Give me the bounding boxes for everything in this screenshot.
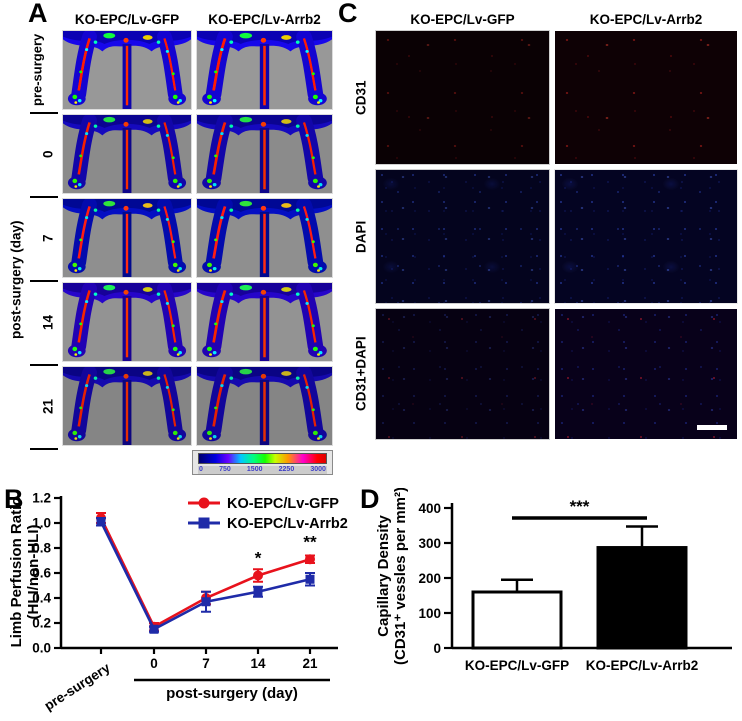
limb-perfusion-line-chart: 0.0 0.2 0.4 0.6 0.8 1.0 1.2 pre-surgery 0 7 14 21 po… bbox=[8, 491, 348, 714]
data-point bbox=[253, 570, 263, 581]
panel-a-row-label-day14: 14 bbox=[40, 314, 56, 330]
capillary-density-bar-chart: 0 100 200 300 400 Capillary Density (CD31⁺ ves… bbox=[375, 488, 732, 673]
if-image-cd31-arrb2 bbox=[554, 30, 738, 165]
scale-tick: 2250 bbox=[278, 465, 295, 473]
row-divider bbox=[30, 196, 58, 198]
y-tick-label: 1.0 bbox=[32, 516, 51, 531]
panel-c-row-label-cd31: CD31 bbox=[353, 80, 369, 115]
panel-a-row-label-day7: 7 bbox=[40, 234, 56, 242]
series-line bbox=[99, 521, 311, 632]
y-tick-label: 400 bbox=[418, 501, 441, 516]
legend-marker bbox=[198, 497, 210, 509]
data-point bbox=[305, 574, 315, 584]
if-image-cd31-gfp bbox=[375, 30, 550, 165]
y-tick-label: 200 bbox=[418, 571, 441, 586]
doppler-image-gfp-day21 bbox=[62, 366, 192, 446]
x-category-label: KO-EPC/Lv-GFP bbox=[465, 658, 569, 673]
panel-a-label: A bbox=[28, 0, 48, 28]
y-axis-title: Capillary Density bbox=[375, 514, 392, 636]
y-tick-label: 1.2 bbox=[32, 491, 51, 506]
panel-c-col2-header: KO-EPC/Lv-Arrb2 bbox=[589, 12, 703, 27]
if-image-dapi-gfp bbox=[375, 169, 550, 304]
legend-marker bbox=[198, 517, 210, 529]
y-tick-label: 0.8 bbox=[32, 541, 51, 556]
x-tick-label: 14 bbox=[250, 656, 266, 671]
row-divider bbox=[30, 112, 58, 114]
bar bbox=[596, 546, 688, 650]
panel-a-row-label-day21: 21 bbox=[40, 398, 56, 414]
significance-marker: ** bbox=[303, 532, 317, 551]
data-point bbox=[149, 624, 159, 634]
y-tick-label: 0.2 bbox=[32, 616, 51, 631]
doppler-image-arrb2-day21 bbox=[196, 366, 333, 446]
y-axis-title: Limb Perfusion Ratio bbox=[8, 497, 25, 648]
y-tick-label: 0.0 bbox=[32, 641, 51, 656]
legend-label: KO-EPC/Lv-GFP bbox=[227, 496, 339, 512]
x-tick-label: 0 bbox=[150, 656, 158, 671]
data-point bbox=[96, 517, 106, 527]
doppler-image-gfp-pre bbox=[62, 30, 192, 110]
doppler-image-arrb2-pre bbox=[196, 30, 333, 110]
legend-label: KO-EPC/Lv-Arrb2 bbox=[227, 516, 348, 532]
x-tick-label: pre-surgery bbox=[42, 660, 114, 714]
row-divider bbox=[30, 448, 58, 450]
significance-marker: * bbox=[255, 549, 262, 568]
y-tick-label: 300 bbox=[418, 536, 441, 551]
if-image-merge-gfp bbox=[375, 308, 550, 440]
y-tick-label: 0 bbox=[433, 641, 441, 656]
bar bbox=[471, 590, 563, 650]
y-tick-label: 0.4 bbox=[32, 591, 51, 606]
scale-tick: 0 bbox=[199, 465, 203, 473]
row-divider bbox=[30, 280, 58, 282]
data-point bbox=[253, 587, 263, 597]
doppler-image-gfp-day0 bbox=[62, 114, 192, 194]
x-category-label: KO-EPC/Lv-Arrb2 bbox=[586, 658, 699, 673]
x-axis-title: post-surgery (day) bbox=[166, 685, 298, 702]
scale-tick: 3000 bbox=[310, 465, 326, 473]
doppler-image-arrb2-day7 bbox=[196, 198, 333, 278]
y-axis-title: (CD31⁺ vessles per mm²) bbox=[392, 488, 409, 665]
panel-a-row-label-pre-surgery: pre-surgery bbox=[29, 33, 45, 107]
data-point bbox=[201, 597, 211, 607]
x-tick-label: 7 bbox=[202, 656, 210, 671]
y-axis-title: (HLI/non-HLI) bbox=[25, 525, 42, 620]
doppler-image-gfp-day14 bbox=[62, 282, 192, 362]
if-image-merge-arrb2 bbox=[554, 308, 738, 440]
significance-marker: *** bbox=[570, 497, 590, 516]
panel-b-label: B bbox=[4, 484, 24, 514]
y-tick-label: 0.6 bbox=[32, 566, 51, 581]
color-scale-bar: 0 750 1500 2250 3000 bbox=[192, 450, 333, 475]
panel-c-row-label-cd31-dapi: CD31+DAPI bbox=[353, 336, 369, 412]
color-scale-gradient bbox=[198, 453, 327, 464]
panel-a-col2-header: KO-EPC/Lv-Arrb2 bbox=[208, 12, 321, 27]
doppler-image-gfp-day7 bbox=[62, 198, 192, 278]
row-divider bbox=[30, 364, 58, 366]
panel-a-row-label-day0: 0 bbox=[40, 150, 56, 158]
panel-c-label: C bbox=[338, 0, 358, 28]
data-point bbox=[305, 554, 315, 565]
panel-a-rows-axis-label: post-surgery (day) bbox=[8, 220, 24, 340]
color-scale-ticks: 0 750 1500 2250 3000 bbox=[198, 465, 327, 474]
panel-a-col1-header: KO-EPC/Lv-GFP bbox=[74, 12, 180, 27]
panel-d-label: D bbox=[360, 484, 380, 514]
scale-tick: 1500 bbox=[246, 465, 263, 473]
if-image-dapi-arrb2 bbox=[554, 169, 738, 304]
x-tick-label: 21 bbox=[302, 656, 318, 671]
y-tick-label: 100 bbox=[418, 606, 441, 621]
scale-bar bbox=[697, 425, 727, 430]
panel-c-row-label-dapi: DAPI bbox=[353, 220, 369, 253]
doppler-image-arrb2-day0 bbox=[196, 114, 333, 194]
panel-c-col1-header: KO-EPC/Lv-GFP bbox=[410, 12, 515, 27]
scale-tick: 750 bbox=[219, 465, 231, 473]
doppler-image-arrb2-day14 bbox=[196, 282, 333, 362]
